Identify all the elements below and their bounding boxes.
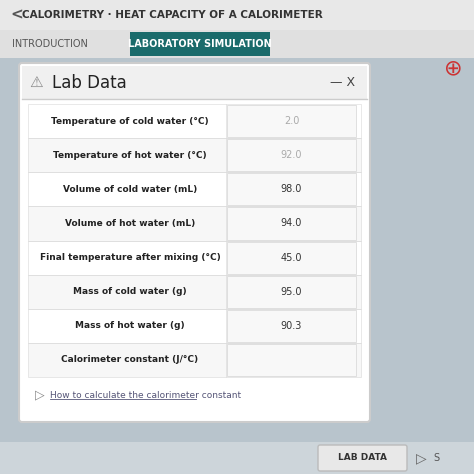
Text: Calorimeter constant (J/°C): Calorimeter constant (J/°C) [62,356,199,365]
Text: Mass of hot water (g): Mass of hot water (g) [75,321,185,330]
Text: Temperature of cold water (°C): Temperature of cold water (°C) [51,117,209,126]
FancyBboxPatch shape [227,208,356,239]
Text: 2.0: 2.0 [284,116,299,126]
FancyBboxPatch shape [28,274,361,309]
FancyBboxPatch shape [0,442,474,474]
Text: ⊕: ⊕ [444,58,462,78]
FancyBboxPatch shape [28,104,361,138]
Text: Mass of cold water (g): Mass of cold water (g) [73,287,187,296]
FancyBboxPatch shape [227,275,356,308]
FancyBboxPatch shape [0,30,474,58]
Text: <: < [10,8,23,22]
FancyBboxPatch shape [28,309,361,343]
Text: Temperature of hot water (°C): Temperature of hot water (°C) [53,151,207,160]
FancyBboxPatch shape [318,445,407,471]
FancyBboxPatch shape [0,0,474,30]
FancyBboxPatch shape [227,139,356,171]
Text: ▷: ▷ [416,451,426,465]
FancyBboxPatch shape [19,63,370,422]
Text: LAB DATA: LAB DATA [338,454,387,463]
Text: INTRODUCTION: INTRODUCTION [12,39,88,49]
Text: Lab Data: Lab Data [52,73,127,91]
Text: 94.0: 94.0 [281,219,302,228]
Text: ▷: ▷ [35,389,45,401]
Text: 90.3: 90.3 [281,321,302,331]
FancyBboxPatch shape [227,344,356,376]
Text: 92.0: 92.0 [281,150,302,160]
FancyBboxPatch shape [22,66,367,99]
FancyBboxPatch shape [227,173,356,205]
Text: How to calculate the calorimeter constant: How to calculate the calorimeter constan… [50,391,241,400]
FancyBboxPatch shape [28,343,361,377]
Text: S: S [433,453,439,463]
FancyBboxPatch shape [227,105,356,137]
Text: 98.0: 98.0 [281,184,302,194]
FancyBboxPatch shape [130,32,270,56]
Text: ⚠: ⚠ [29,75,43,90]
Text: — X: — X [330,76,355,89]
FancyBboxPatch shape [28,172,361,206]
Text: 45.0: 45.0 [281,253,302,263]
FancyBboxPatch shape [28,138,361,172]
Text: Volume of hot water (mL): Volume of hot water (mL) [65,219,195,228]
Text: 95.0: 95.0 [281,287,302,297]
Text: CALORIMETRY · HEAT CAPACITY OF A CALORIMETER: CALORIMETRY · HEAT CAPACITY OF A CALORIM… [22,10,323,20]
FancyBboxPatch shape [227,241,356,273]
Text: LABORATORY SIMULATION: LABORATORY SIMULATION [128,39,272,49]
FancyBboxPatch shape [28,206,361,240]
Text: Volume of cold water (mL): Volume of cold water (mL) [63,185,197,194]
FancyBboxPatch shape [227,310,356,342]
FancyBboxPatch shape [28,240,361,274]
Text: Final temperature after mixing (°C): Final temperature after mixing (°C) [40,253,220,262]
